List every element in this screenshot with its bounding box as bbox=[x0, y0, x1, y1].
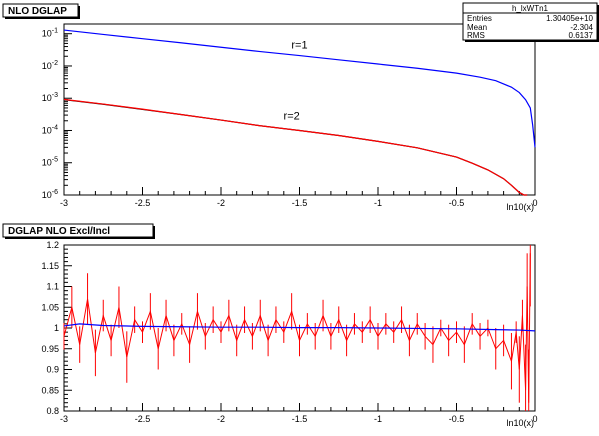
stats-frame bbox=[462, 2, 598, 41]
y-tick-label: 1.1 bbox=[46, 282, 59, 292]
y-tick-base: 10 bbox=[42, 190, 52, 200]
x-tick-label: -3 bbox=[60, 414, 68, 424]
top-title-box bbox=[2, 3, 79, 18]
y-tick-label: 1.15 bbox=[41, 261, 59, 271]
x-tick-label: -0.5 bbox=[449, 414, 465, 424]
x-tick-label: -1 bbox=[374, 414, 382, 424]
bottom-x-axis-title: ln10(x) bbox=[506, 418, 534, 428]
stats-value-entries: 1.30405e+10 bbox=[546, 14, 593, 23]
y-tick-label: 10-3 bbox=[42, 92, 58, 103]
x-tick-label: -2 bbox=[217, 198, 225, 208]
y-tick-exponent: -6 bbox=[52, 189, 58, 196]
stats-box: h_lxWTn1 Entries 1.30405e+10 Mean -2.304… bbox=[462, 2, 599, 42]
y-tick-base: 10 bbox=[42, 158, 52, 168]
x-tick-label: 0 bbox=[532, 414, 537, 424]
y-tick-label: 10-2 bbox=[42, 60, 58, 71]
stats-name: h_lxWTn1 bbox=[512, 4, 549, 13]
y-tick-base: 10 bbox=[42, 29, 52, 39]
top-x-axis: -3 -2.5 -2 -1.5 -1 -0.5 0 bbox=[60, 187, 538, 208]
y-tick-exponent: -1 bbox=[52, 28, 58, 35]
x-tick-label: -2.5 bbox=[135, 198, 151, 208]
top-series-group bbox=[63, 29, 536, 196]
bottom-title-box bbox=[2, 223, 154, 238]
top-pad: 10-110-210-310-410-510-6 -3 -2.5 -2 -1.5 -1-… bbox=[2, 2, 599, 212]
y-tick-exponent: -4 bbox=[52, 124, 58, 131]
x-tick-label: 0 bbox=[532, 198, 537, 208]
curve-label: r=1 bbox=[291, 39, 307, 51]
top-series-line-0 bbox=[63, 29, 536, 148]
bottom-pad-title: DGLAP NLO Excl/Incl bbox=[8, 226, 110, 237]
y-tick-label: 10-4 bbox=[42, 124, 58, 135]
top-annotations: r=1 r=2 bbox=[284, 39, 308, 122]
y-tick-base: 10 bbox=[42, 93, 52, 103]
stats-label-rms: RMS bbox=[467, 31, 485, 40]
stats-label-entries: Entries bbox=[467, 14, 492, 23]
x-tick-label: -1.5 bbox=[292, 414, 308, 424]
y-tick-label: 10-1 bbox=[42, 28, 58, 39]
y-tick-label: 0.8 bbox=[46, 406, 59, 416]
y-tick-label: 1.05 bbox=[41, 302, 59, 312]
curve-label: r=2 bbox=[284, 110, 300, 122]
top-x-axis-title: ln10(x) bbox=[506, 202, 534, 212]
y-tick-label: 1.2 bbox=[46, 240, 59, 250]
stats-label-mean: Mean bbox=[467, 23, 487, 32]
x-tick-label: -2.5 bbox=[135, 414, 151, 424]
stats-value-mean: -2.304 bbox=[570, 23, 593, 32]
x-tick-label: -1.5 bbox=[292, 198, 308, 208]
y-tick-label: 1 bbox=[54, 323, 59, 333]
stats-value-rms: 0.6137 bbox=[569, 31, 594, 40]
bottom-y-axis: 0.8 0.85 0.9 0.95 1 1.05 1.1 1.15 1.2 bbox=[41, 240, 72, 416]
x-tick-label: -3 bbox=[60, 198, 68, 208]
y-tick-exponent: -3 bbox=[52, 92, 58, 99]
y-tick-label: 0.95 bbox=[41, 344, 59, 354]
top-pad-title: NLO DGLAP bbox=[8, 6, 67, 17]
bottom-series-line-0 bbox=[63, 323, 536, 332]
y-tick-label: 0.85 bbox=[41, 385, 59, 395]
y-tick-label: 0.9 bbox=[46, 365, 59, 375]
y-tick-label: 10-6 bbox=[42, 189, 58, 200]
y-tick-base: 10 bbox=[42, 61, 52, 71]
x-tick-label: -2 bbox=[217, 414, 225, 424]
x-tick-label: -1 bbox=[374, 198, 382, 208]
y-tick-exponent: -5 bbox=[52, 157, 58, 164]
top-y-axis: 10-110-210-310-410-510-6 bbox=[42, 23, 72, 200]
top-series-line-2 bbox=[63, 98, 528, 196]
y-tick-exponent: -2 bbox=[52, 60, 58, 67]
bottom-pad: 0.8 0.85 0.9 0.95 1 1.05 1.1 1.15 1.2 -3 -2.5 -2 -1… bbox=[2, 223, 538, 428]
y-tick-base: 10 bbox=[42, 125, 52, 135]
y-tick-label: 10-5 bbox=[42, 157, 58, 168]
bottom-series-group bbox=[63, 245, 536, 411]
bottom-x-axis: -3 -2.5 -2 -1.5 -1 -0.5 0 bbox=[60, 403, 538, 424]
x-tick-label: -0.5 bbox=[449, 198, 465, 208]
